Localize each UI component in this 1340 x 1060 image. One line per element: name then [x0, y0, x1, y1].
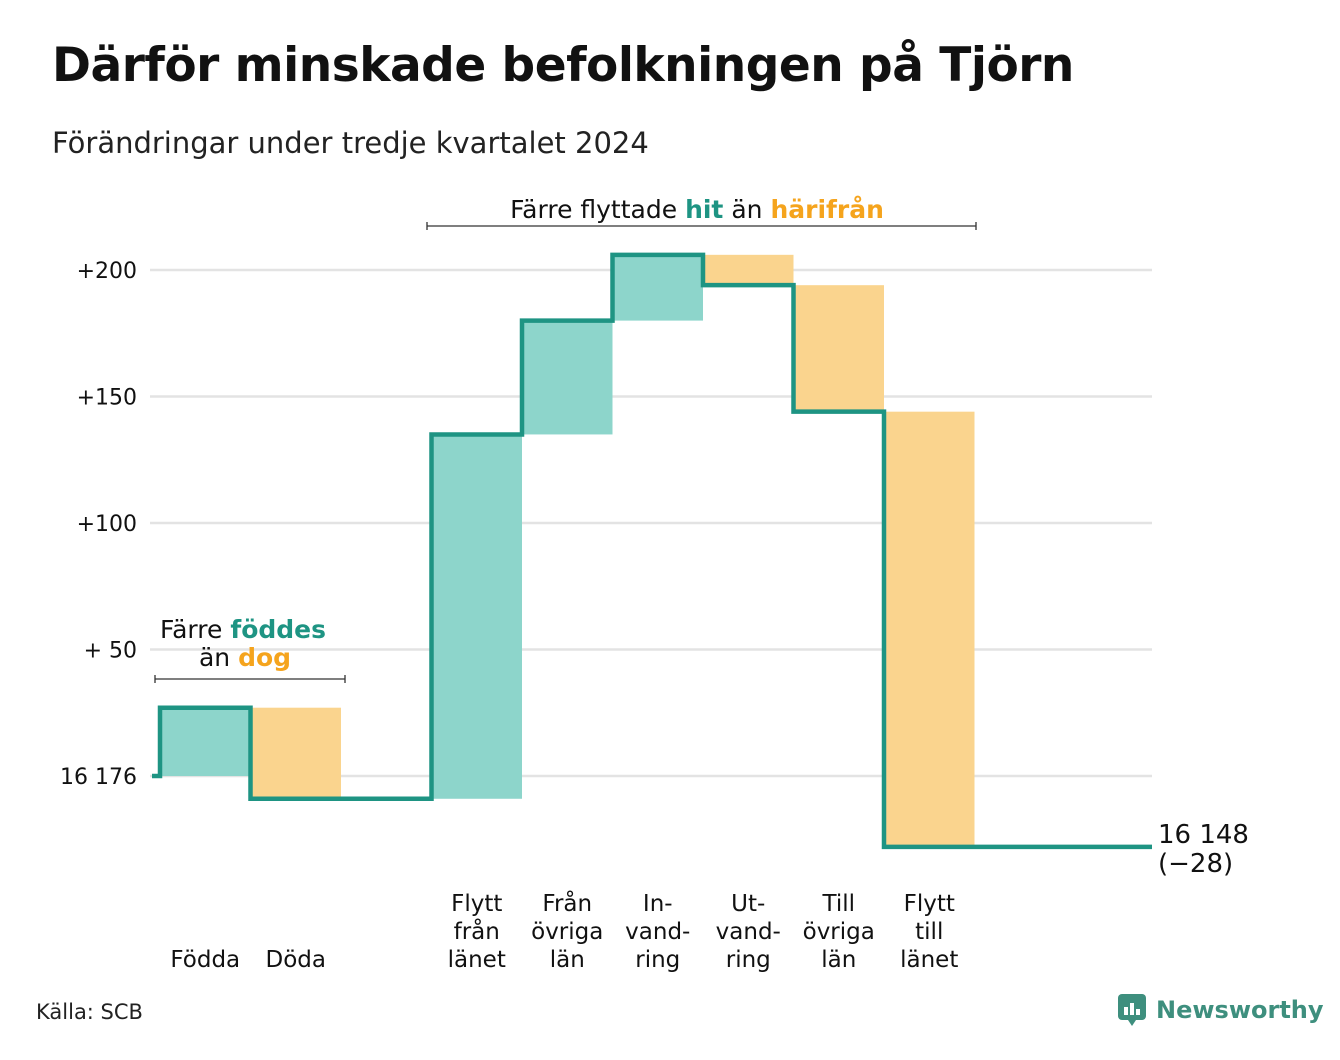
x-axis-label: vand-: [716, 919, 781, 945]
x-axis-label: Till: [821, 891, 855, 917]
end-change-label: (−28): [1158, 849, 1233, 879]
waterfall-bar: [522, 320, 613, 435]
x-axis-label: Födda: [170, 947, 240, 973]
y-tick-label: 16 176: [60, 765, 137, 790]
grid-lines: [150, 268, 1152, 778]
x-axis-label: Döda: [266, 947, 326, 973]
x-axis-label: övriga: [803, 919, 875, 945]
x-axis-label: Flytt: [904, 891, 955, 917]
chart-subtitle: Förändringar under tredje kvartalet 2024: [52, 126, 649, 160]
waterfall-bar: [250, 707, 341, 799]
x-axis-label: Flytt: [451, 891, 502, 917]
source-note: Källa: SCB: [36, 1000, 143, 1024]
cumulative-step-line: [152, 252, 1152, 850]
cumulative-line: [152, 252, 1152, 850]
annotation-births-line1: Färre föddes: [160, 615, 326, 644]
x-axis-label: länet: [900, 947, 958, 973]
x-axis-label: Från: [542, 889, 592, 917]
y-tick-label: +150: [77, 386, 137, 411]
x-axis-label: ring: [635, 947, 680, 973]
y-tick-label: +100: [77, 512, 137, 537]
x-axis-label: In-: [643, 891, 673, 917]
x-axis-label: vand-: [625, 919, 690, 945]
waterfall-bar: [431, 434, 522, 799]
annotation-moves: Färre flyttade hit än härifrån: [510, 195, 884, 224]
x-axis-label: till: [915, 919, 943, 945]
x-axis-label: från: [454, 917, 500, 945]
x-axis-label: län: [550, 947, 585, 973]
waterfall-bar: [160, 707, 251, 776]
chart-title: Därför minskade befolkningen på Tjörn: [52, 38, 1074, 93]
y-tick-label: +200: [77, 259, 137, 284]
x-axis-label: övriga: [531, 919, 603, 945]
end-value-labels: 16 148(−28): [1158, 820, 1249, 879]
bracket-births: [154, 675, 346, 683]
x-axis-label: Ut-: [731, 891, 765, 917]
y-tick-label: + 50: [84, 639, 137, 664]
bars: [160, 254, 975, 847]
x-axis-label: län: [821, 947, 856, 973]
x-axis-label: länet: [448, 947, 506, 973]
x-axis-label: ring: [726, 947, 771, 973]
waterfall-bar: [884, 411, 975, 847]
x-axis-labels: Födda DödaFlyttfrånlänetFrånövrigalänIn-v…: [170, 889, 958, 973]
bracket-moves: [426, 222, 977, 230]
brand-name: Newsworthy: [1156, 996, 1324, 1024]
brand-logo: Newsworthy: [1118, 994, 1324, 1026]
y-axis-ticks: 16 176 + 50 +100 +150 +200: [60, 259, 137, 790]
end-value-label: 16 148: [1158, 820, 1249, 850]
annotation-births-line2: än dog: [199, 643, 291, 672]
waterfall-bar: [703, 254, 794, 286]
waterfall-bar: [793, 285, 884, 412]
newsworthy-logo-icon: [1118, 994, 1146, 1026]
waterfall-bar: [612, 254, 703, 321]
